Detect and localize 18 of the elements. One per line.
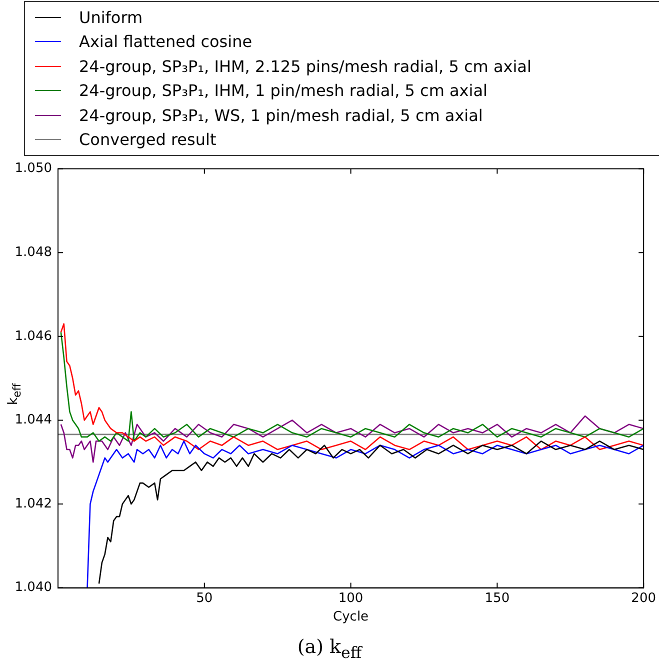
x-tick-label: 50 <box>196 590 213 606</box>
y-tick-label: 1.042 <box>14 496 52 512</box>
legend-label: 24-group, SP₃P₁, IHM, 1 pin/mesh radial, 5 cm axial <box>79 81 488 100</box>
y-tick-label: 1.048 <box>14 244 52 260</box>
legend-label: Converged result <box>79 130 216 150</box>
legend-label: Axial flattened cosine <box>79 32 252 52</box>
x-tick-label: 150 <box>484 590 510 606</box>
legend-label: 24-group, SP₃P₁, WS, 1 pin/mesh radial, 5 cm axial <box>79 106 483 125</box>
y-tick-label: 1.050 <box>14 161 52 176</box>
x-axis-title: Cycle <box>333 610 369 625</box>
legend-label: 24-group, SP₃P₁, IHM, 2.125 pins/mesh radial, 5 cm axial <box>79 56 532 76</box>
y-tick-label: 1.040 <box>14 580 52 596</box>
y-tick-label: 1.044 <box>14 412 52 428</box>
legend-label: Uniform <box>79 8 143 27</box>
x-tick-label: 100 <box>338 590 364 606</box>
x-tick-label: 200 <box>631 590 656 606</box>
y-tick-label: 1.046 <box>14 328 52 344</box>
text: (a) k$_{eff}$ <box>296 636 364 662</box>
